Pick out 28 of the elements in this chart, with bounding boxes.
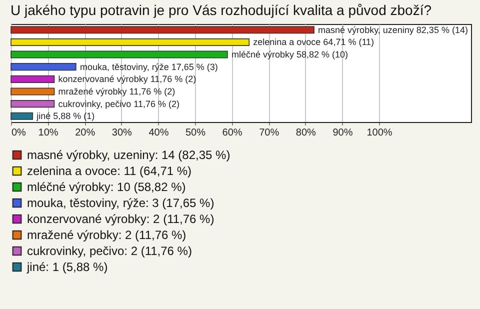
legend-label: mouka, těstoviny, rýže: 3 (17,65 %) <box>27 196 214 210</box>
legend-label: masné výrobky, uzeniny: 14 (82,35 %) <box>27 148 230 162</box>
x-tick-label: 90% <box>332 128 353 138</box>
data-label: mouka, těstoviny, rýže 17,65 % (3) <box>80 62 218 72</box>
legend-label: cukrovinky, pečivo: 2 (11,76 %) <box>27 244 192 258</box>
x-tick-label: 80% <box>296 128 316 138</box>
x-tick-label: 100% <box>366 128 392 138</box>
legend-label: mražené výrobky: 2 (11,76 %) <box>27 228 186 242</box>
data-label: jiné 5,88 % (1) <box>36 111 95 122</box>
data-label: masné výrobky, uzeniny 82,35 % (14) <box>318 24 468 35</box>
x-tick-label: 70% <box>259 128 280 138</box>
legend-label: jiné: 1 (5,88 %) <box>26 260 108 274</box>
x-tick-label: 60% <box>222 128 242 138</box>
data-label: konzervované výrobky 11,76 % (2) <box>58 74 196 84</box>
x-tick-label: 30% <box>112 128 132 138</box>
x-tick-label: 10% <box>38 128 58 138</box>
x-tick-label: 20% <box>75 128 96 138</box>
legend-label: mléčné výrobky: 10 (58,82 %) <box>27 180 186 194</box>
data-label: mražené výrobky 11,76 % (2) <box>58 86 176 96</box>
data-label: cukrovinky, pečivo 11,76 % (2) <box>58 98 180 109</box>
x-tick-label: 0% <box>12 128 26 138</box>
x-tick-label: 40% <box>148 128 169 138</box>
x-tick-label: 50% <box>185 128 206 138</box>
data-label: zelenina a ovoce 64,71 % (11) <box>253 37 374 48</box>
legend-label: konzervované výrobky: 2 (11,76 %) <box>27 212 214 226</box>
data-label: mléčné výrobky 58,82 % (10) <box>231 50 348 60</box>
legend-label: zelenina a ovoce: 11 (64,71 %) <box>27 164 192 178</box>
chart-title: U jakého typu potravin je pro Vás rozhodující kvalita a původ zboží? <box>10 2 432 18</box>
